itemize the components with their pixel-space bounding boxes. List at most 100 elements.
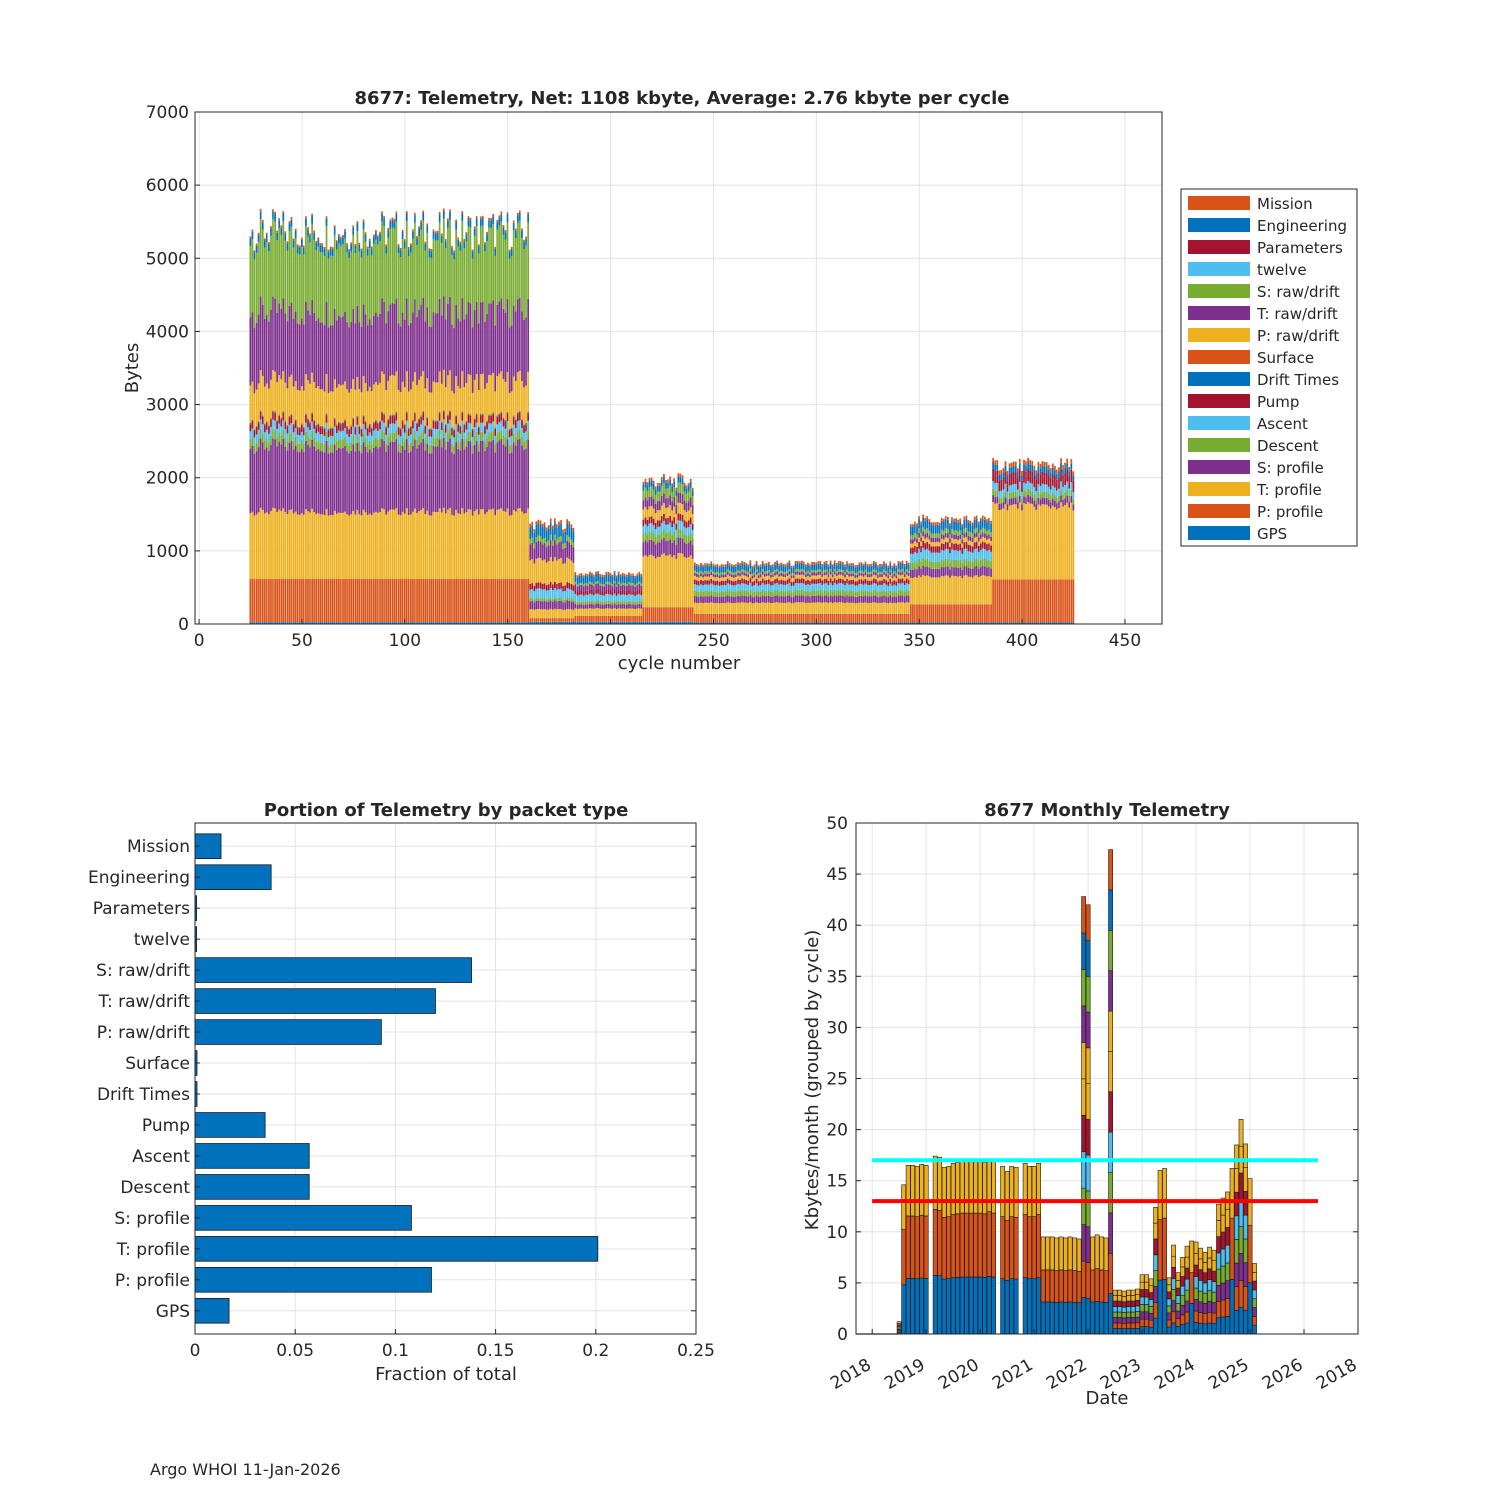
bar-segment (751, 622, 754, 624)
bar-segment (455, 442, 458, 510)
bar-segment (759, 585, 762, 592)
bar-segment (307, 419, 309, 421)
bar-segment (303, 428, 305, 436)
bar-segment (510, 428, 513, 436)
bar-segment (403, 424, 406, 425)
bar-segment (695, 613, 698, 623)
bar-segment (949, 577, 951, 605)
bar-segment (747, 574, 750, 578)
cycle-bar (753, 564, 757, 624)
bar-segment (455, 304, 458, 377)
bar-segment (928, 604, 931, 623)
bar-segment (661, 485, 663, 496)
bar-segment (272, 410, 274, 412)
bar-segment (512, 305, 515, 377)
bar-segment (658, 607, 661, 622)
bar-segment (805, 577, 807, 581)
bar-segment (477, 514, 480, 580)
bar-segment (899, 583, 902, 591)
bar-segment (459, 388, 462, 426)
bar-segment (698, 581, 700, 586)
bar-segment (331, 444, 334, 453)
bar-segment (457, 579, 460, 623)
bar-segment (634, 604, 637, 610)
bar-segment (366, 444, 369, 453)
bar-segment (860, 572, 863, 576)
bar-segment (426, 307, 429, 379)
bar-segment (414, 412, 416, 414)
bar-segment (556, 598, 558, 602)
bar-segment (872, 578, 875, 584)
bar-segment (846, 622, 848, 624)
bar-segment (669, 479, 671, 486)
bar-segment (438, 221, 441, 299)
cycle-bar (294, 228, 297, 624)
bar-segment (969, 568, 972, 577)
bar-segment (977, 577, 980, 605)
bar-segment (708, 596, 711, 603)
bar-segment (825, 563, 828, 570)
bar-segment (259, 419, 262, 429)
bar-segment (800, 578, 803, 584)
bar-segment (757, 603, 760, 614)
bar-segment (303, 390, 305, 427)
bar-segment (648, 621, 651, 624)
bar-segment (656, 510, 659, 521)
bar-segment (963, 519, 966, 529)
bar-segment (360, 392, 363, 429)
bar-segment (868, 572, 871, 575)
cycle-bar (928, 519, 931, 624)
bar-segment (364, 512, 367, 580)
bar-segment (424, 388, 427, 426)
bar-segment (809, 566, 811, 573)
bar-segment (432, 238, 435, 313)
bar-segment (282, 508, 285, 580)
bar-segment (387, 419, 390, 421)
bar-segment (679, 520, 682, 530)
bar-segment (348, 515, 351, 580)
bar-segment (605, 571, 608, 575)
bar-segment (512, 222, 515, 231)
bar-segment (776, 571, 778, 575)
bar-segment (403, 424, 406, 426)
bar-segment (782, 565, 785, 572)
bar-segment (473, 511, 476, 580)
bar-segment (521, 445, 523, 512)
bar-segment (695, 566, 698, 572)
bar-segment (484, 450, 486, 515)
bar-segment (307, 427, 309, 437)
bar-segment (490, 220, 492, 228)
bar-segment (918, 537, 920, 543)
cycle-bar (942, 518, 945, 624)
bar-segment (708, 622, 711, 624)
bar-segment (506, 214, 509, 223)
cycle-bar (751, 566, 754, 624)
bar-segment (714, 591, 717, 597)
bar-segment (422, 411, 425, 413)
bar-segment (298, 254, 301, 325)
bar-segment (434, 240, 437, 314)
bar-segment (630, 585, 632, 591)
bar-segment (829, 582, 832, 590)
bar-segment (329, 622, 332, 624)
bar-segment (562, 602, 565, 610)
bar-segment (650, 496, 653, 507)
bar-segment (788, 574, 791, 579)
bar-segment (932, 622, 935, 624)
bar-segment (444, 441, 447, 450)
bar-segment (899, 563, 902, 571)
bar-segment (564, 591, 567, 600)
bar-segment (370, 391, 373, 428)
bar-segment (405, 438, 408, 509)
bar-segment (634, 586, 637, 592)
bar-segment (549, 522, 552, 535)
bar-segment (969, 604, 972, 623)
bar-segment (434, 622, 437, 624)
bar-segment (837, 613, 840, 623)
bar-segment (597, 593, 599, 601)
bar-segment (531, 597, 534, 601)
bar-segment (313, 446, 316, 512)
bar-segment (315, 513, 318, 580)
bar-segment (280, 234, 283, 309)
bar-segment (628, 608, 630, 616)
